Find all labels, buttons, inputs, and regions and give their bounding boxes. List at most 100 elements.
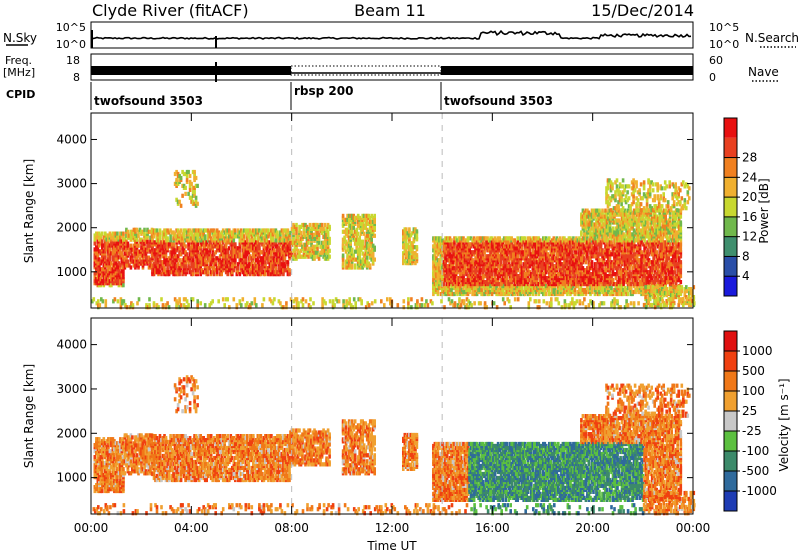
echo-cell (108, 261, 112, 266)
echo-cell (141, 229, 145, 234)
cpid-segment-3: twofsound 3503 (444, 94, 553, 108)
echo-cell (98, 269, 101, 274)
echo-cell (237, 266, 240, 271)
echo-cell (176, 246, 180, 251)
echo-cell (119, 245, 122, 250)
echo-cell (228, 240, 231, 245)
echo-cell (105, 269, 109, 274)
echo-cell (137, 259, 140, 264)
echo-cell (595, 246, 598, 251)
echo-cell (101, 279, 104, 284)
echo-cell (267, 228, 270, 233)
echo-cell (232, 268, 236, 273)
echo-cell (102, 277, 106, 282)
echo-cell (302, 226, 306, 231)
echo-cell (350, 265, 354, 270)
echo-cell (276, 230, 279, 235)
echo-cell (96, 239, 100, 244)
echo-cell (368, 263, 372, 268)
freq-tick-right-top: 60 (709, 54, 723, 67)
echo-cell (131, 253, 134, 258)
echo-cell (240, 258, 243, 263)
echo-cell (194, 228, 198, 233)
echo-cell (185, 268, 189, 273)
echo-cell (125, 263, 128, 268)
echo-cell (212, 266, 216, 271)
echo-cell (200, 260, 204, 265)
echo-cell (119, 235, 122, 240)
echo-cell (343, 235, 346, 240)
echo-cell (155, 266, 159, 271)
echo-cell (184, 244, 187, 249)
echo-cell (155, 228, 159, 233)
echo-cell (166, 228, 169, 233)
echo-cell (144, 255, 148, 260)
echo-cell (223, 230, 226, 235)
echo-cell (170, 260, 174, 265)
echo-cell (328, 254, 331, 259)
echo-cell (105, 259, 109, 264)
echo-cell (104, 275, 107, 280)
echo-cell (129, 249, 133, 254)
echo-cell (531, 291, 535, 297)
echo-cell (93, 271, 97, 276)
echo-cell (154, 264, 157, 269)
echo-cell (193, 262, 196, 267)
echo-cell (217, 262, 220, 267)
echo-cell (208, 230, 211, 235)
echo-cell (191, 244, 195, 249)
echo-cell (175, 228, 178, 233)
echo-cell (220, 230, 223, 235)
echo-cell (220, 234, 223, 239)
echo-cell (202, 236, 205, 241)
echo-cell (164, 254, 168, 259)
date-title: 15/Dec/2014 (591, 1, 694, 20)
echo-cell (175, 234, 178, 239)
echo-cell (110, 273, 113, 278)
echo-cell (243, 270, 246, 275)
echo-cell (545, 291, 548, 297)
echo-cell (138, 237, 142, 242)
echo-cell (147, 229, 151, 234)
freq-band-twofsound-1 (91, 66, 291, 75)
echo-cell (120, 251, 124, 256)
echo-cell (126, 263, 130, 268)
echo-cell (234, 228, 237, 233)
echo-cell (134, 227, 137, 232)
echo-cell (117, 255, 121, 260)
echo-cell (215, 248, 219, 253)
echo-cell (214, 268, 217, 273)
echo-cell (241, 270, 245, 275)
echo-cell (191, 268, 195, 273)
echo-cell (144, 251, 148, 256)
echo-cell (575, 250, 578, 255)
echo-cell (590, 260, 594, 265)
echo-cell (154, 260, 157, 265)
echo-cell (110, 283, 113, 288)
echo-cell (203, 228, 207, 233)
echo-cell (129, 243, 133, 248)
echo-cell (172, 230, 175, 235)
echo-cell (125, 239, 128, 244)
echo-cell (202, 244, 205, 249)
echo-cell (161, 238, 165, 243)
echo-cell (498, 236, 501, 241)
echo-cell (99, 281, 103, 286)
echo-cell (193, 228, 196, 233)
echo-cell (539, 238, 542, 243)
echo-cell (141, 239, 145, 244)
echo-cell (193, 236, 196, 241)
echo-cell (132, 259, 136, 264)
echo-cell (157, 252, 160, 257)
echo-cell (237, 246, 240, 251)
echo-cell (93, 275, 97, 280)
echo-cell (172, 256, 175, 261)
echo-cell (211, 228, 214, 233)
echo-cell (169, 228, 172, 233)
echo-cell (190, 181, 193, 186)
echo-cell (140, 259, 143, 264)
echo-cell (110, 251, 113, 256)
echo-cell (98, 277, 101, 282)
cpid-row: CPID twofsound 3503 rbsp 200 twofsound 3… (6, 82, 553, 110)
echo-cell (166, 242, 169, 247)
